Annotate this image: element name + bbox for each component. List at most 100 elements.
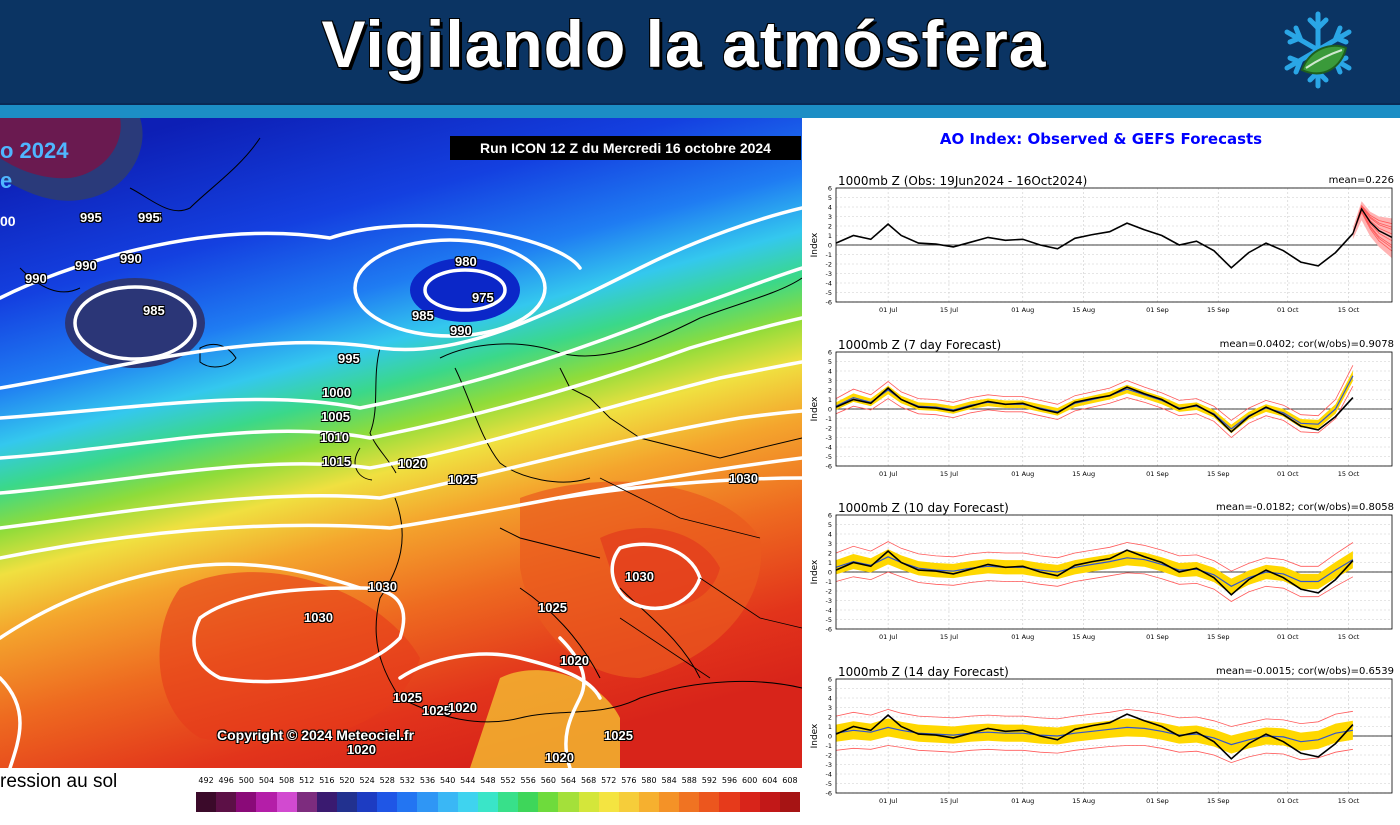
scale-value-label: 516	[319, 776, 335, 785]
scale-value-label: 544	[460, 776, 476, 785]
scale-value-label: 584	[661, 776, 677, 785]
scale-value-label: 496	[218, 776, 234, 785]
isobar-label: 1025	[393, 690, 422, 705]
scale-value-label: 592	[701, 776, 718, 785]
x-tick-label: 15 Jul	[940, 797, 958, 805]
forecast-mean-line	[1352, 207, 1393, 239]
header-stripe	[0, 103, 1400, 118]
x-tick-label: 15 Sep	[1207, 797, 1230, 805]
y-tick-label: 5	[828, 358, 832, 366]
x-tick-label: 01 Oct	[1277, 633, 1299, 641]
scale-value-label: 576	[621, 776, 637, 785]
x-tick-label: 01 Sep	[1146, 306, 1169, 314]
x-tick-label: 01 Oct	[1277, 797, 1299, 805]
plot-frame	[835, 351, 1393, 467]
scale-value-label: 504	[258, 776, 275, 785]
run-label: Run ICON 12 Z du Mercredi 16 octobre 202…	[450, 136, 801, 160]
scale-value-label: 588	[681, 776, 697, 785]
scale-swatch	[578, 792, 600, 812]
scale-swatch	[779, 792, 801, 812]
isobar-label: 1010	[320, 430, 349, 445]
y-tick-label: -1	[826, 578, 832, 586]
y-axis-label: Index	[810, 723, 820, 748]
map-partial-number: 00	[0, 213, 16, 229]
ao-panel: 6 5 4 3 2 1 0 -1 -2 -3 -4 -5 -6 01 Jul 15 Jul 01 Aug 15 …	[802, 665, 1400, 825]
forecast-spread-band	[836, 718, 1353, 754]
y-tick-label: -4	[826, 607, 832, 615]
page-title: Vigilando la atmósfera	[321, 7, 1047, 81]
scale-swatch	[296, 792, 318, 812]
x-tick-label: 15 Oct	[1338, 306, 1360, 314]
x-tick-label: 01 Aug	[1011, 797, 1034, 805]
x-tick-label: 01 Sep	[1146, 797, 1169, 805]
y-tick-label: 5	[828, 521, 832, 529]
x-tick-label: 01 Sep	[1146, 470, 1169, 478]
scale-value-label: 568	[580, 776, 597, 785]
scale-swatch	[216, 792, 237, 812]
scale-value-label: 596	[721, 776, 738, 785]
x-tick-label: 01 Jul	[879, 797, 897, 805]
y-tick-label: 1	[828, 559, 832, 567]
map-partial-title: o 2024	[0, 138, 69, 163]
isobar-label: 995	[80, 210, 102, 225]
x-tick-label: 01 Aug	[1011, 470, 1034, 478]
isobar-label: 990	[75, 258, 97, 273]
scale-value-label: 520	[339, 776, 355, 785]
scale-swatch	[276, 792, 298, 812]
y-tick-label: 3	[828, 540, 832, 548]
isobar-label: 990	[120, 251, 142, 266]
scale-swatch	[518, 792, 539, 812]
scale-swatch	[357, 792, 378, 812]
x-tick-label: 15 Oct	[1338, 633, 1360, 641]
x-tick-label: 15 Aug	[1072, 470, 1095, 478]
forecast-spread-band	[836, 370, 1353, 434]
x-tick-label: 01 Aug	[1011, 306, 1034, 314]
y-tick-label: -1	[826, 251, 832, 259]
y-tick-label: 4	[828, 204, 832, 212]
isobar-label: 1025	[604, 728, 633, 743]
scale-swatch	[739, 792, 761, 812]
scale-swatch	[377, 792, 398, 812]
y-tick-label: -4	[826, 444, 832, 452]
isobar-label: 1005	[321, 409, 350, 424]
forecast-min-line	[835, 745, 1353, 764]
pressure-map: Run ICON 12 Z du Mercredi 16 octobre 202…	[0, 118, 804, 770]
panel-stats: mean=0.226	[1328, 175, 1394, 186]
y-tick-label: -5	[826, 289, 832, 297]
isobar-label: 1015	[322, 454, 351, 469]
forecast-spread-band	[836, 549, 1353, 594]
x-tick-label: 15 Oct	[1338, 470, 1360, 478]
y-tick-label: 4	[828, 531, 832, 539]
scale-value-label: 500	[238, 776, 254, 785]
y-tick-label: -1	[826, 415, 832, 423]
scale-swatch	[598, 792, 620, 812]
isobar-label: 1025	[422, 703, 451, 718]
y-tick-label: 4	[828, 695, 832, 703]
isobar-label: 1030	[729, 471, 758, 486]
panel-stats: mean=0.0402; cor(w/obs)=0.9078	[1219, 339, 1394, 350]
ao-panel: 6 5 4 3 2 1 0 -1 -2 -3 -4 -5 -6 01 Jul 15 Jul 01 Aug 15 …	[802, 338, 1400, 498]
y-tick-label: -5	[826, 453, 832, 461]
scale-swatch	[558, 792, 580, 812]
y-tick-label: 6	[828, 185, 832, 193]
y-tick-label: -2	[826, 425, 832, 433]
ao-panel: 6 5 4 3 2 1 0 -1 -2 -3 -4 -5 -6 01 Jul 15 Jul 01 Aug 15 …	[802, 501, 1400, 661]
scale-swatch	[437, 792, 459, 812]
ao-panel: 6 5 4 3 2 1 0 -1 -2 -3 -4 -5 -6 01 Jul 15 Jul 01 Aug 15 …	[802, 174, 1400, 334]
panel-title: 1000mb Z (Obs: 19Jun2024 - 16Oct2024)	[838, 174, 1088, 188]
y-axis-label: Index	[810, 559, 820, 584]
panel-title: 1000mb Z (10 day Forecast)	[838, 501, 1009, 515]
scale-value-label: 604	[762, 776, 778, 785]
y-tick-label: 5	[828, 194, 832, 202]
y-tick-label: -2	[826, 588, 832, 596]
scale-value-label: 552	[500, 776, 516, 785]
color-scale-legend: ression au sol 492 496 500 504 508 512 516 520 5…	[0, 768, 802, 817]
y-tick-label: 0	[828, 406, 832, 414]
y-tick-label: -3	[826, 270, 832, 278]
scale-value-label: 564	[560, 776, 577, 785]
panel-title: 1000mb Z (7 day Forecast)	[838, 338, 1002, 352]
copyright-label: Copyright © 2024 Meteociel.fr	[217, 727, 415, 743]
y-tick-label: -2	[826, 261, 832, 269]
scale-swatch	[417, 792, 439, 812]
observed-line	[835, 222, 1354, 269]
